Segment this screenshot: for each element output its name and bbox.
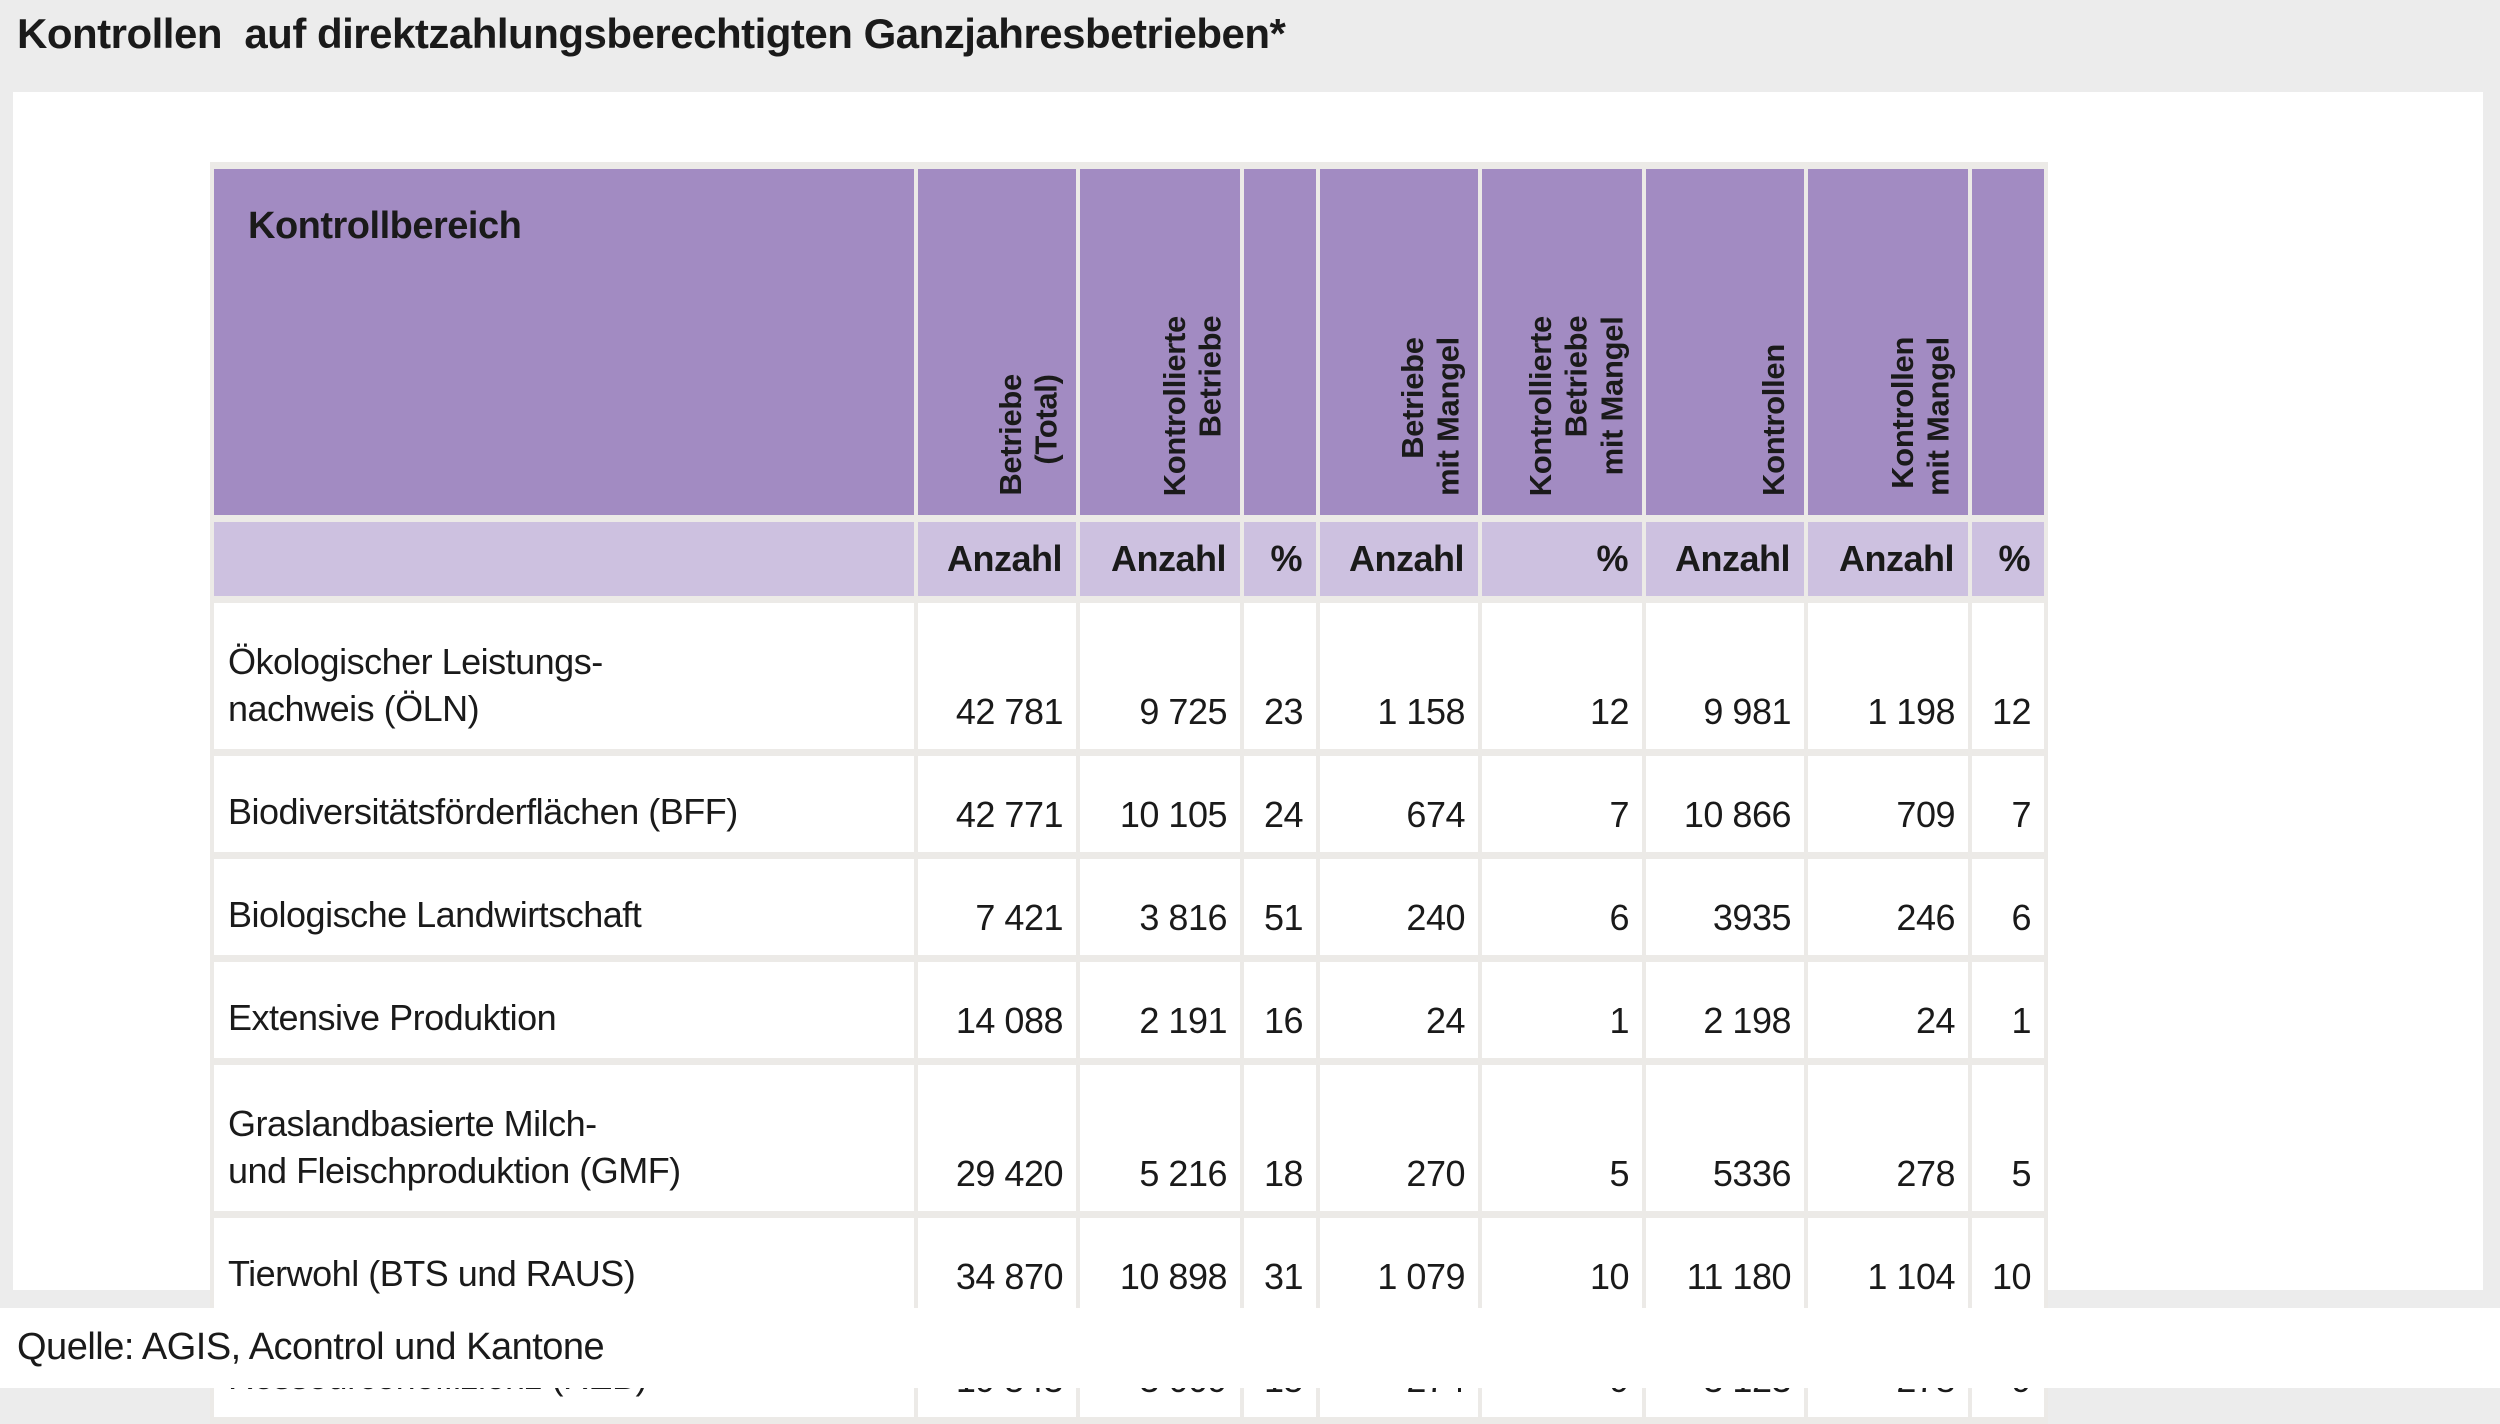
page-title: Kontrollen auf direktzahlungsberechtigte… [17, 10, 1286, 57]
value-cell: 7 [1482, 756, 1642, 852]
row-label-cell: Biologische Landwirtschaft [214, 859, 914, 955]
value-cell: 42 771 [918, 756, 1076, 852]
value-cell: 3 816 [1080, 859, 1240, 955]
value-cell: 3935 [1646, 859, 1804, 955]
value-cell: 1 [1972, 962, 2044, 1058]
value-cell: 12 [1972, 603, 2044, 749]
value-cell: 29 420 [918, 1065, 1076, 1211]
table-row: Biodiversitätsförderflächen (BFF) 42 771… [214, 756, 2044, 852]
value-cell: 24 [1320, 962, 1478, 1058]
column-header-cell: Kontrollierte Betriebe [1080, 169, 1240, 515]
unit-header-cell: Anzahl [918, 522, 1076, 596]
table-row: Graslandbasierte Milch- und Fleischprodu… [214, 1065, 2044, 1211]
column-header-cell [1244, 169, 1316, 515]
table-panel: Kontrollbereich Betriebe (Total) Kontrol… [13, 92, 2483, 1424]
value-cell: 11 180 [1646, 1218, 1804, 1314]
source-note: Quelle: AGIS, Acontrol und Kantone [17, 1326, 605, 1368]
value-cell: 23 [1244, 603, 1316, 749]
value-cell: 674 [1320, 756, 1478, 852]
value-cell: 270 [1320, 1065, 1478, 1211]
rotated-column-label: Kontrollierte Betriebe mit Mangel [1523, 315, 1630, 496]
value-cell: 42 781 [918, 603, 1076, 749]
value-cell: 10 [1482, 1218, 1642, 1314]
rotated-column-label: Kontrollen mit Mangel [1884, 337, 1956, 496]
unit-header-cell: % [1482, 522, 1642, 596]
value-cell: 9 981 [1646, 603, 1804, 749]
unit-header-cell: Anzahl [1646, 522, 1804, 596]
unit-corner-cell [214, 522, 914, 596]
table-row: Extensive Produktion 14 088 2 191 16 24 … [214, 962, 2044, 1058]
column-header-cell: Betriebe mit Mangel [1320, 169, 1478, 515]
value-cell: 1 158 [1320, 603, 1478, 749]
value-cell: 10 866 [1646, 756, 1804, 852]
row-label-cell: Graslandbasierte Milch- und Fleischprodu… [214, 1065, 914, 1211]
table-row: Ökologischer Leistungs- nachweis (ÖLN) 4… [214, 603, 2044, 749]
value-cell: 51 [1244, 859, 1316, 955]
value-cell: 9 725 [1080, 603, 1240, 749]
value-cell: 278 [1808, 1065, 1968, 1211]
value-cell: 6 [1972, 859, 2044, 955]
column-header-cell: Kontrollen mit Mangel [1808, 169, 1968, 515]
value-cell: 240 [1320, 859, 1478, 955]
unit-header-cell: Anzahl [1808, 522, 1968, 596]
value-cell: 10 [1972, 1218, 2044, 1314]
rotated-column-label: Betriebe mit Mangel [1394, 337, 1466, 496]
value-cell: 12 [1482, 603, 1642, 749]
table-row: Biologische Landwirtschaft 7 421 3 816 5… [214, 859, 2044, 955]
value-cell: 1 079 [1320, 1218, 1478, 1314]
value-cell: 24 [1244, 756, 1316, 852]
value-cell: 34 870 [918, 1218, 1076, 1314]
value-cell: 1 [1482, 962, 1642, 1058]
column-header-cell [1972, 169, 2044, 515]
value-cell: 1 104 [1808, 1218, 1968, 1314]
row-label-cell: Tierwohl (BTS und RAUS) [214, 1218, 914, 1314]
unit-header-cell: Anzahl [1320, 522, 1478, 596]
value-cell: 16 [1244, 962, 1316, 1058]
value-cell: 24 [1808, 962, 1968, 1058]
value-cell: 6 [1482, 859, 1642, 955]
row-label-cell: Ökologischer Leistungs- nachweis (ÖLN) [214, 603, 914, 749]
unit-header-cell: % [1972, 522, 2044, 596]
rotated-column-label: Kontrollierte Betriebe [1156, 315, 1228, 496]
unit-header-cell: % [1244, 522, 1316, 596]
row-label-cell: Extensive Produktion [214, 962, 914, 1058]
unit-row: Anzahl Anzahl % Anzahl % Anzahl Anzahl % [214, 522, 2044, 596]
value-cell: 2 198 [1646, 962, 1804, 1058]
value-cell: 10 898 [1080, 1218, 1240, 1314]
value-cell: 7 421 [918, 859, 1076, 955]
value-cell: 5 [1972, 1065, 2044, 1211]
corner-header-cell: Kontrollbereich [214, 169, 914, 515]
column-header-cell: Betriebe (Total) [918, 169, 1076, 515]
header-row: Kontrollbereich Betriebe (Total) Kontrol… [214, 169, 2044, 515]
value-cell: 18 [1244, 1065, 1316, 1211]
footer-strip: Quelle: AGIS, Acontrol und Kantone [0, 1308, 2500, 1388]
value-cell: 709 [1808, 756, 1968, 852]
value-cell: 5 216 [1080, 1065, 1240, 1211]
value-cell: 14 088 [918, 962, 1076, 1058]
value-cell: 5 [1482, 1065, 1642, 1211]
controls-table: Kontrollbereich Betriebe (Total) Kontrol… [210, 162, 2048, 1424]
value-cell: 5336 [1646, 1065, 1804, 1211]
unit-header-cell: Anzahl [1080, 522, 1240, 596]
value-cell: 1 198 [1808, 603, 1968, 749]
value-cell: 7 [1972, 756, 2044, 852]
rotated-column-label: Kontrollen [1756, 344, 1792, 496]
rotated-column-label: Betriebe (Total) [992, 374, 1064, 496]
value-cell: 2 191 [1080, 962, 1240, 1058]
column-header-cell: Kontrollen [1646, 169, 1804, 515]
column-header-cell: Kontrollierte Betriebe mit Mangel [1482, 169, 1642, 515]
table-row: Tierwohl (BTS und RAUS) 34 870 10 898 31… [214, 1218, 2044, 1314]
value-cell: 10 105 [1080, 756, 1240, 852]
value-cell: 31 [1244, 1218, 1316, 1314]
value-cell: 246 [1808, 859, 1968, 955]
row-label-cell: Biodiversitätsförderflächen (BFF) [214, 756, 914, 852]
